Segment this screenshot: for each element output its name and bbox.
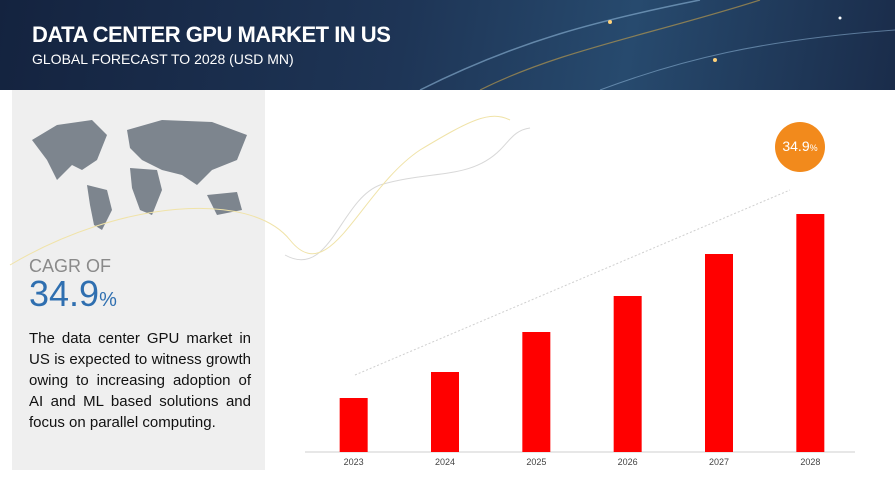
side-panel xyxy=(12,90,265,470)
cagr: 34.9% xyxy=(29,273,117,315)
badge xyxy=(775,122,825,172)
bar xyxy=(339,398,368,452)
world-map xyxy=(32,120,247,230)
cagr-label: CAGR OF xyxy=(29,256,112,276)
x-tick-label: 2028 xyxy=(800,457,820,467)
x-tick-label: 2023 xyxy=(344,457,364,467)
cagr-value: 34.9 xyxy=(29,273,100,314)
bar xyxy=(705,254,733,452)
badge-value: 34.9 xyxy=(782,138,809,154)
bar xyxy=(796,214,825,452)
x-tick-label: 2025 xyxy=(526,457,546,467)
badge-label: 34.9% xyxy=(782,138,817,154)
subtitle: GLOBAL FORECAST TO 2028 (USD MN) xyxy=(32,51,294,67)
bar xyxy=(522,332,551,452)
description: The data center GPU market in US is expe… xyxy=(29,330,251,431)
bar xyxy=(431,372,459,452)
badge-unit: % xyxy=(810,143,818,153)
x-tick-label: 2024 xyxy=(435,457,455,467)
trend-arrow xyxy=(354,189,791,376)
header: DATA CENTER GPU MARKET IN US GLOBAL FORE… xyxy=(0,0,895,91)
title: DATA CENTER GPU MARKET IN US xyxy=(32,22,391,47)
x-tick-label: 2027 xyxy=(709,457,729,467)
x-tick-label: 2026 xyxy=(618,457,638,467)
bar xyxy=(613,296,642,452)
cagr-unit: % xyxy=(99,289,117,311)
header-decoration xyxy=(419,0,895,91)
